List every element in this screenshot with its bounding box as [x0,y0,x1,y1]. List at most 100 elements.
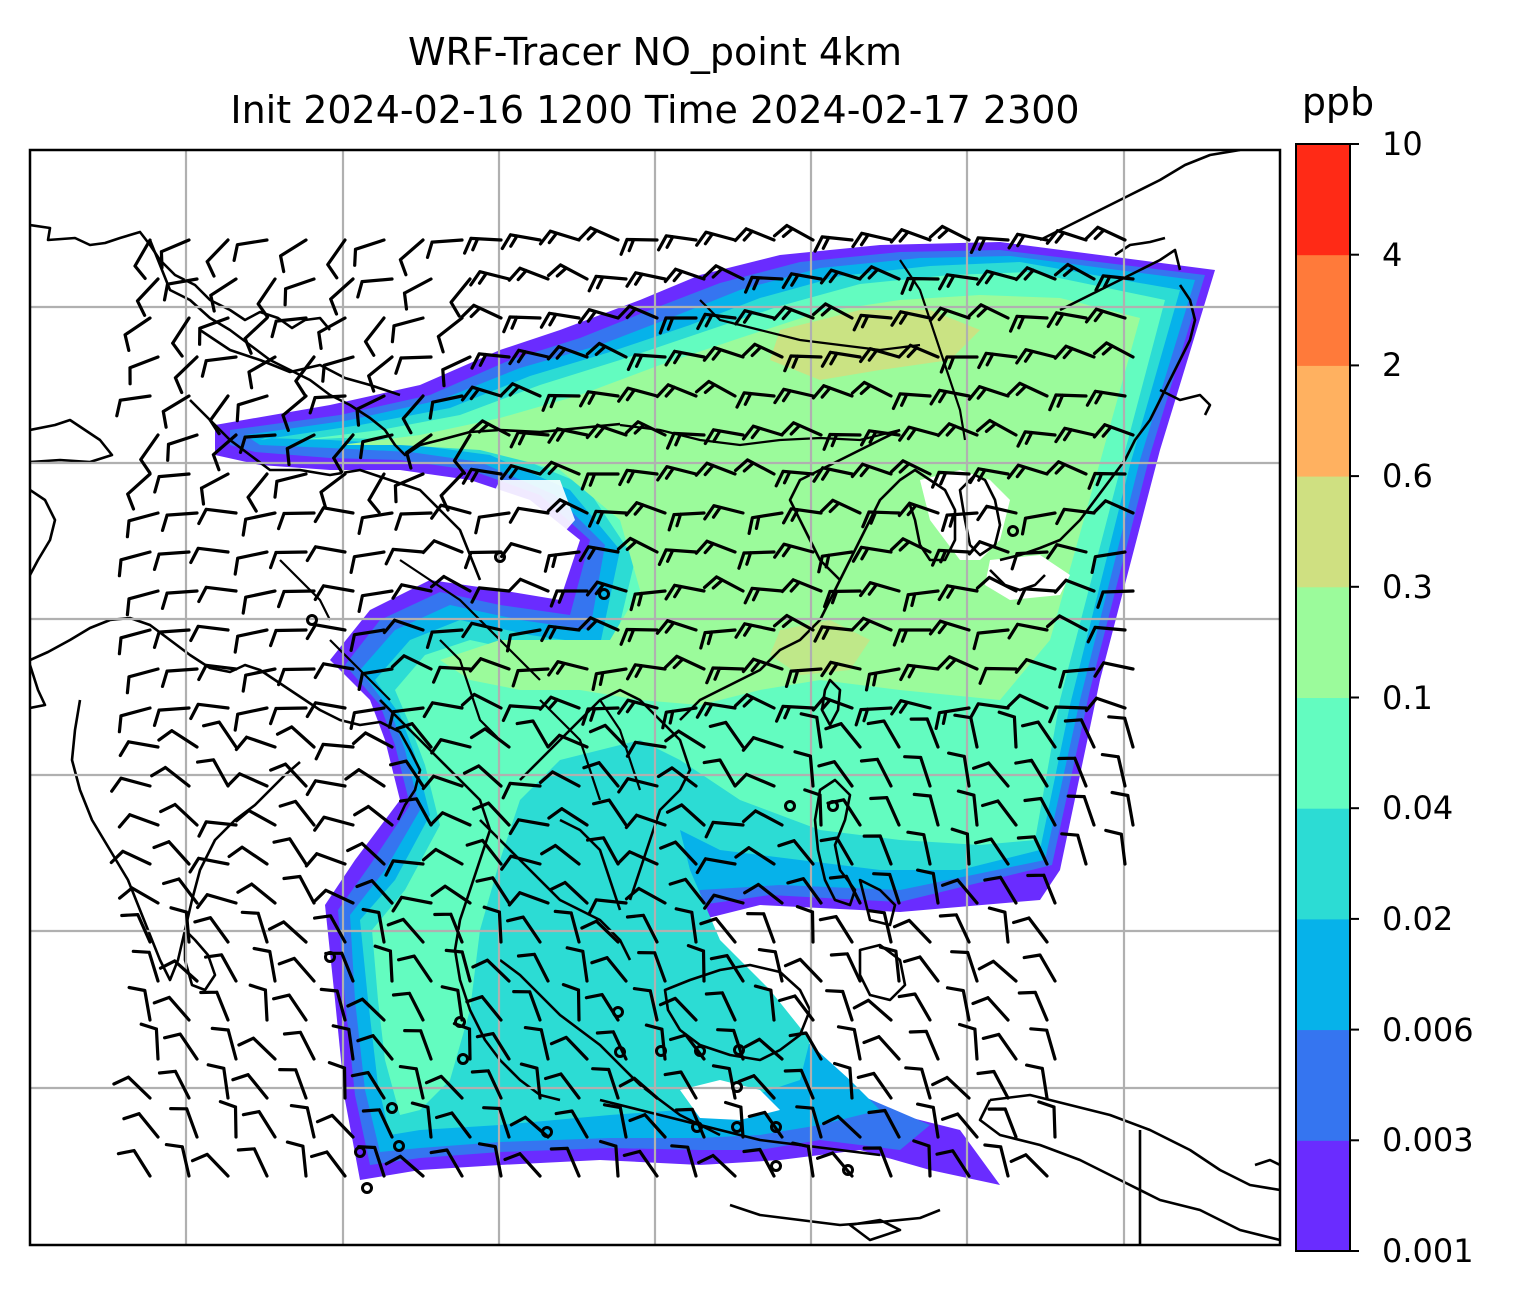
wind-barb [1100,753,1127,788]
wind-barb [435,1111,472,1139]
wind-barb [279,238,308,274]
wind-barb [1009,1153,1049,1178]
calm-wind-circle [655,1045,667,1057]
wind-barb [866,719,901,749]
wind-barb [546,263,589,281]
wind-barb [549,1146,581,1178]
wind-barb [389,759,425,788]
wind-barb [112,1075,152,1100]
wind-barb [506,915,542,944]
wind-barb [139,433,160,475]
wind-barb [543,550,581,573]
wind-barb [658,996,698,1022]
wind-barb [757,948,784,983]
wind-barb [695,230,737,247]
wind-barb [743,586,784,605]
wind-barb [629,589,667,612]
wind-barb [269,550,308,570]
wind-barb [587,898,628,916]
wind-barb [908,1029,940,1061]
wind-barb [733,772,776,788]
wind-barb [120,913,152,944]
wind-barb [310,1150,347,1178]
wind-barb [241,1110,277,1139]
wind-barb [1020,511,1057,536]
wind-barb [565,946,589,983]
calm-wind-circle [541,1126,553,1138]
wind-barb [461,621,503,639]
wind-barb [987,1107,1018,1139]
wind-barb [547,660,589,677]
wind-barb [128,355,160,386]
wind-barb [313,584,355,602]
wind-barb [319,987,347,1022]
wind-barb [983,1143,1010,1178]
wind-barb [344,768,386,788]
wind-barb [267,920,308,944]
calm-wind-circle [691,1121,703,1133]
wind-barb [117,813,160,829]
wind-barb [357,511,394,535]
wind-barb [507,266,550,282]
wind-barb [159,238,191,270]
wind-barb [938,273,979,291]
wind-barb [469,270,511,287]
wind-barb [501,781,542,800]
wind-barb [1084,696,1127,713]
wind-barb [346,841,386,866]
wind-barb [205,238,230,278]
wind-barb [482,905,503,944]
wind-barb [294,355,316,397]
wind-barb [353,804,394,827]
wind-barb [540,843,581,866]
wind-barb [811,696,854,712]
wind-barb [189,624,230,643]
wind-barb [256,277,277,319]
wind-barb [460,303,503,320]
wind-barb [616,536,659,554]
wind-barb [538,460,581,476]
wind-barb [972,761,1010,788]
wind-barb [577,226,620,242]
wind-barb [699,628,737,650]
wind-barb [463,236,503,255]
wind-barb [624,501,667,517]
wind-barb [304,852,347,868]
wind-barb [850,462,893,479]
wind-barb [350,1071,386,1100]
wind-barb [361,907,386,944]
colorbar-tick-label: 0.003 [1382,1121,1474,1160]
wind-barb [278,1068,308,1100]
wind-barb [546,498,589,515]
wind-barb [1092,341,1135,359]
wind-barb [981,1032,1018,1061]
wind-barb [591,667,628,691]
wind-barb [332,433,355,474]
wind-barb [780,578,823,594]
wind-barb [1094,274,1135,292]
wind-barb [904,1066,932,1100]
wind-barb [934,706,971,730]
wind-barb [579,390,620,408]
wind-barb [1037,1100,1057,1139]
wind-barb [856,1071,893,1100]
wind-barb [444,948,472,983]
wind-barb [661,706,698,730]
wind-barb [743,882,784,905]
wind-barb [351,731,394,749]
wind-barb [818,915,854,944]
wind-barb [125,589,160,617]
wind-barb [547,807,589,827]
wind-barb [602,1103,628,1139]
wind-barb [851,231,893,249]
wind-barb [313,914,347,944]
wind-barb [425,628,464,649]
wind-barb [202,720,238,749]
wind-barb [272,993,308,1022]
wind-barb [733,458,776,476]
wind-barb [126,472,152,511]
wind-barb [741,809,784,827]
wind-barb [1096,589,1135,609]
wind-barb [547,427,589,444]
wind-barb [173,355,199,395]
